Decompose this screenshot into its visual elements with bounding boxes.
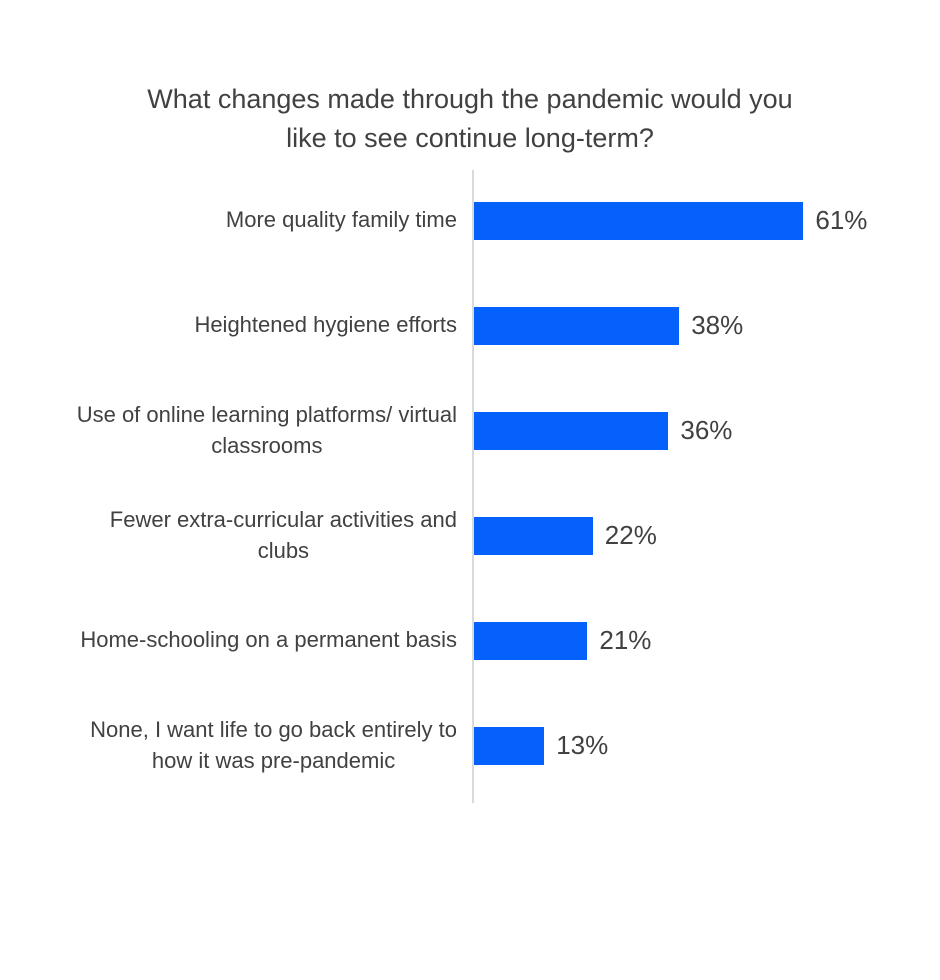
category-label-cell: More quality family time: [0, 205, 474, 236]
bar-row: More quality family time 61%: [0, 168, 940, 273]
category-label: More quality family time: [225, 207, 457, 233]
bar-chart: More quality family time 61% Heightened …: [0, 168, 940, 808]
bar-row: Use of online learning platforms/ virtua…: [0, 378, 940, 483]
bar: [474, 516, 593, 555]
category-label-cell: Fewer extra-curricular activities and cl…: [0, 505, 474, 567]
axis-line: [472, 170, 474, 804]
value-label: 13%: [556, 730, 609, 761]
chart-page: What changes made through the pandemic w…: [0, 80, 940, 980]
bar: [474, 726, 545, 765]
bar: [474, 306, 680, 345]
bar: [474, 201, 804, 240]
category-label: Heightened hygiene efforts: [194, 312, 457, 338]
value-label: 22%: [604, 520, 657, 551]
category-label: None, I want life to go back entirely to…: [90, 716, 457, 773]
bar: [474, 621, 588, 660]
bar: [474, 411, 669, 450]
category-label: Home-schooling on a permanent basis: [80, 627, 457, 653]
value-label: 61%: [815, 205, 868, 236]
value-label: 38%: [691, 310, 744, 341]
bar-row: None, I want life to go back entirely to…: [0, 693, 940, 798]
bar-rows: More quality family time 61% Heightened …: [0, 168, 940, 798]
category-label-cell: None, I want life to go back entirely to…: [0, 715, 474, 777]
bar-row: Fewer extra-curricular activities and cl…: [0, 483, 940, 588]
category-label: Use of online learning platforms/ virtua…: [76, 401, 457, 458]
category-label-cell: Use of online learning platforms/ virtua…: [0, 400, 474, 462]
value-label: 36%: [680, 415, 733, 446]
category-label-cell: Heightened hygiene efforts: [0, 310, 474, 341]
bar-row: Home-schooling on a permanent basis 21%: [0, 588, 940, 693]
value-label: 21%: [599, 625, 652, 656]
bar-row: Heightened hygiene efforts 38%: [0, 273, 940, 378]
category-label-cell: Home-schooling on a permanent basis: [0, 625, 474, 656]
category-label: Fewer extra-curricular activities and cl…: [109, 506, 457, 563]
chart-title: What changes made through the pandemic w…: [147, 84, 793, 154]
